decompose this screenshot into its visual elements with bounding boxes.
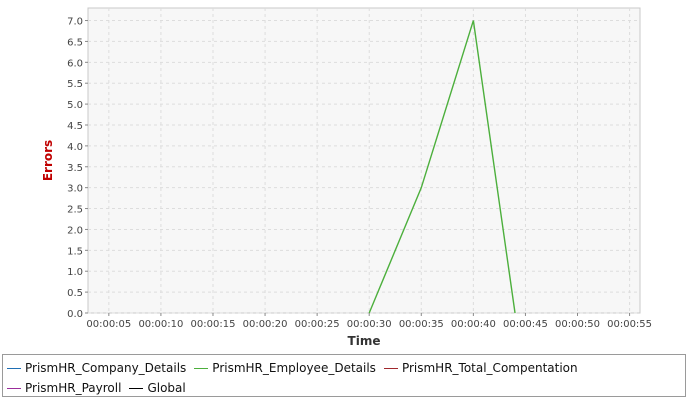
legend-label: PrismHR_Total_Compentation xyxy=(401,361,578,375)
y-tick-label: 7.0 xyxy=(67,17,83,28)
legend-item: PrismHR_Total_Compentation xyxy=(383,358,578,378)
x-axis-title: Time xyxy=(348,334,381,348)
legend-swatch xyxy=(129,387,144,389)
y-tick-label: 2.5 xyxy=(67,205,83,216)
series-layer xyxy=(368,20,516,314)
legend-item: PrismHR_Company_Details xyxy=(7,358,186,378)
y-tick-label: 0.5 xyxy=(67,288,83,299)
x-tick-label: 00:00:40 xyxy=(451,319,496,330)
legend: PrismHR_Company_Details PrismHR_Employee_… xyxy=(2,354,686,397)
x-tick-label: 00:00:15 xyxy=(191,319,236,330)
x-tick-label: 00:00:10 xyxy=(138,319,183,330)
y-tick-label: 3.5 xyxy=(67,163,83,174)
y-tick-label: 5.5 xyxy=(67,79,83,90)
y-tick-label: 6.5 xyxy=(67,37,83,48)
grid xyxy=(88,8,640,314)
legend-swatch xyxy=(7,387,21,389)
legend-swatch xyxy=(194,367,209,369)
legend-swatch xyxy=(7,367,21,369)
legend-label: PrismHR_Payroll xyxy=(25,381,122,395)
x-tick-label: 00:00:25 xyxy=(295,319,340,330)
y-tick-label: 4.5 xyxy=(67,121,83,132)
x-tick-label: 00:00:05 xyxy=(86,319,131,330)
y-tick-label: 2.0 xyxy=(67,225,83,236)
y-tick-label: 5.0 xyxy=(67,100,83,111)
y-tick-label: 3.0 xyxy=(67,184,83,195)
plot-area xyxy=(87,7,641,314)
legend-label: PrismHR_Employee_Details xyxy=(212,361,376,375)
legend-label: Global xyxy=(147,381,186,395)
legend-item: Global xyxy=(129,378,186,398)
y-tick-label: 6.0 xyxy=(67,58,83,69)
x-tick-label: 00:00:30 xyxy=(347,319,392,330)
legend-item: PrismHR_Payroll xyxy=(7,378,121,398)
y-tick-label: 0.0 xyxy=(67,309,83,320)
legend-label: PrismHR_Company_Details xyxy=(25,361,187,375)
x-tick-label: 00:00:50 xyxy=(555,319,600,330)
legend-item: PrismHR_Employee_Details xyxy=(194,358,376,378)
y-axis: 0.0 0.5 1.0 1.5 2.0 2.5 3.0 3.5 4.0 4.5 5.0 5.5 6.0 6… xyxy=(67,17,88,320)
x-axis: 00:00:05 00:00:10 00:00:15 00:00:20 00:00:25… xyxy=(86,313,652,330)
y-tick-label: 1.0 xyxy=(67,267,83,278)
y-tick-label: 1.5 xyxy=(67,246,83,257)
x-tick-label: 00:00:55 xyxy=(607,319,652,330)
x-tick-label: 00:00:45 xyxy=(503,319,548,330)
x-tick-label: 00:00:35 xyxy=(399,319,444,330)
chart: 0.0 0.5 1.0 1.5 2.0 2.5 3.0 3.5 4.0 4.5 5.0 5.5 6.0 6… xyxy=(41,7,652,348)
x-tick-label: 00:00:20 xyxy=(243,319,288,330)
legend-swatch xyxy=(383,367,398,369)
y-tick-label: 4.0 xyxy=(67,142,83,153)
y-axis-title: Errors xyxy=(41,140,55,181)
series-line-prismhr-employee-details xyxy=(368,20,516,314)
